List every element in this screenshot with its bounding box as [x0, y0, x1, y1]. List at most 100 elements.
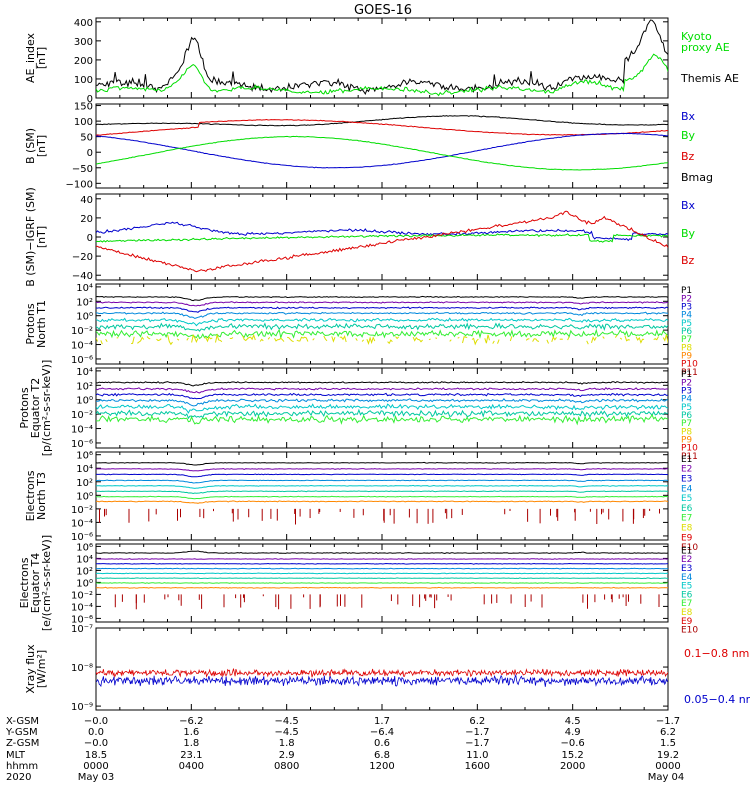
series-group — [96, 668, 668, 688]
time-axis-value: 6.8 — [374, 750, 390, 761]
time-axis-value: 0.6 — [374, 738, 390, 749]
y-tick-label: 10⁰ — [76, 396, 93, 407]
y-axis-label: ElectronsEquator T4[e/(cm²-s-sr-keV)] — [18, 535, 53, 631]
y-tick-label: 0 — [87, 233, 93, 244]
series-P6 — [96, 322, 668, 332]
series-E8 — [96, 586, 668, 589]
y-tick-label: 10² — [76, 381, 93, 392]
series-E7 — [96, 495, 668, 500]
time-axis-value: 4.5 — [565, 716, 581, 727]
legend-entry: 0.1−0.8 nm — [684, 647, 749, 660]
time-axis-value: −4.5 — [275, 716, 299, 727]
legend-entry: Bz — [681, 150, 695, 163]
time-axis-row-label: Z-GSM — [6, 738, 39, 749]
time-axis-value: 1.5 — [660, 738, 676, 749]
time-axis-value: 6.2 — [469, 716, 485, 727]
series-E1 — [96, 550, 668, 555]
series-group — [96, 550, 668, 610]
y-axis-label: AE_index[nT] — [24, 32, 48, 83]
series-P3 — [96, 392, 668, 400]
time-axis-value: 1.7 — [374, 716, 390, 727]
y-tick-label: 150 — [74, 102, 93, 113]
y-tick-label: 10⁻⁶ — [71, 355, 93, 366]
y-tick-label: 10⁴ — [76, 554, 93, 565]
y-tick-label: 10⁶ — [76, 451, 93, 462]
series-group — [96, 461, 668, 525]
time-axis-value: 2.9 — [279, 750, 295, 761]
y-tick-label: 20 — [80, 214, 93, 225]
y-tick-label: 10⁻⁷ — [71, 624, 93, 635]
y-tick-label: 10⁻⁶ — [71, 439, 93, 450]
legend-entry: P9 — [681, 436, 692, 446]
series-P8 — [96, 333, 668, 346]
y-tick-label: 10⁴ — [76, 283, 93, 294]
y-tick-label: −40 — [72, 271, 93, 282]
legend-entry: P6 — [681, 411, 692, 421]
legend-entry: P5 — [681, 403, 692, 413]
legend-entry: E1 — [681, 546, 692, 556]
series-0.1−0.8-nm — [96, 668, 668, 678]
legend-entry: P4 — [681, 311, 692, 321]
legend-entry: E7 — [681, 599, 692, 609]
series-group — [96, 19, 668, 97]
legend-entry: E5 — [681, 494, 692, 504]
series-E7 — [96, 582, 668, 584]
series-Bx — [96, 132, 668, 169]
legend-entry: P7 — [681, 419, 692, 429]
legend-entry: 0.05−0.4 nm — [684, 693, 750, 706]
series-Kyoto-proxy-AE — [96, 53, 668, 97]
y-tick-label: 10⁻⁴ — [71, 518, 93, 529]
y-tick-label: −20 — [72, 252, 93, 263]
legend: Bx By Bz Bmag — [681, 110, 713, 184]
legend-entry: P6 — [681, 327, 692, 337]
y-tick-label: 10² — [76, 297, 93, 308]
legend-entry: E10 — [681, 626, 698, 636]
y-axis-label: ProtonsEquator T2[p/(cm²-s-sr-keV)] — [18, 360, 53, 457]
legend-entry: Kyoto proxy AE — [681, 30, 730, 54]
y-tick-label: 10⁴ — [76, 367, 93, 378]
time-axis-value: 0400 — [179, 761, 204, 772]
y-tick-label: 10⁻⁶ — [71, 532, 93, 543]
y-axis-label: ElectronsNorth T3 — [24, 470, 48, 521]
series-By — [96, 233, 668, 243]
legend-entry: P2 — [681, 378, 692, 388]
legend: 0.1−0.8 nm 0.05−0.4 nm — [684, 647, 750, 706]
panel-7: 10⁻⁶10⁻⁴10⁻²10⁰10²10⁴10⁶ElectronsEquator… — [18, 535, 698, 636]
legend-entry: P10 — [681, 360, 698, 370]
legend-entry: Bmag — [681, 171, 713, 184]
legend-entry: E6 — [681, 590, 693, 600]
legend-entry: P10 — [681, 444, 698, 454]
legend-entry: P3 — [681, 302, 692, 312]
time-axis-value: 0800 — [274, 761, 299, 772]
series-Bz — [96, 118, 668, 136]
time-axis-value: 4.9 — [565, 727, 581, 738]
time-axis-value: May 04 — [648, 772, 685, 783]
legend-entry: Themis AE — [680, 72, 739, 85]
time-axis-value: −0.0 — [84, 738, 108, 749]
series-P2 — [96, 386, 668, 394]
series-P4 — [96, 398, 668, 407]
time-axis-value: −1.7 — [465, 738, 489, 749]
legend-entry: E3 — [681, 564, 692, 574]
legend-entry: E6 — [681, 504, 693, 514]
time-axis-table: X-GSMY-GSMZ-GSMMLThhmm2020−0.00.0−0.018.… — [5, 716, 684, 783]
legend-entry: By — [681, 129, 696, 142]
y-tick-label: 10² — [76, 566, 93, 577]
series-P7 — [96, 413, 668, 426]
y-tick-label: 10² — [76, 478, 93, 489]
legend-entry: E8 — [681, 524, 693, 534]
time-axis-value: 0000 — [83, 761, 108, 772]
y-tick-label: 200 — [74, 56, 93, 67]
legend-entry: E2 — [681, 555, 692, 565]
panel-3: −40 −20 0 20 40 B (SM)−IGRF (SM)[nT] Bx By Bz — [24, 187, 696, 287]
time-axis-value: 0000 — [655, 761, 680, 772]
panel-frame — [95, 367, 669, 449]
y-tick-label: 0 — [87, 148, 93, 159]
time-axis-value: 1600 — [465, 761, 490, 772]
y-tick-label: 10⁻⁴ — [71, 341, 93, 352]
